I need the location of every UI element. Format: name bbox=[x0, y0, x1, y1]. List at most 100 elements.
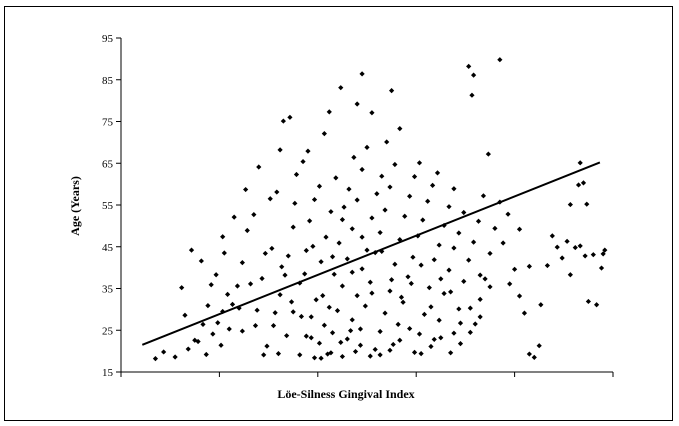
data-point bbox=[331, 271, 337, 277]
data-point bbox=[270, 323, 277, 329]
data-point bbox=[425, 198, 431, 204]
data-point bbox=[590, 252, 596, 258]
data-point bbox=[369, 110, 375, 116]
data-point bbox=[477, 314, 483, 320]
data-point bbox=[318, 355, 324, 361]
data-point bbox=[302, 271, 308, 277]
data-point bbox=[451, 186, 457, 192]
data-point bbox=[382, 310, 388, 316]
data-point bbox=[321, 322, 327, 328]
data-point bbox=[577, 160, 583, 166]
x-axis-title: Löe-Silness Gingival Index bbox=[277, 387, 414, 401]
data-point bbox=[436, 317, 442, 323]
data-point bbox=[600, 251, 606, 257]
y-tick-label: 35 bbox=[102, 284, 114, 296]
data-point bbox=[172, 354, 178, 360]
data-point bbox=[329, 254, 336, 260]
data-point bbox=[300, 158, 306, 165]
data-point bbox=[152, 356, 159, 362]
data-point bbox=[400, 299, 406, 305]
data-point bbox=[405, 274, 411, 280]
data-point bbox=[364, 247, 370, 253]
data-point bbox=[357, 342, 364, 348]
data-point bbox=[185, 346, 191, 352]
data-point bbox=[320, 292, 326, 299]
data-point bbox=[457, 341, 464, 347]
data-point bbox=[213, 272, 219, 278]
data-point bbox=[357, 326, 364, 332]
data-point bbox=[389, 88, 395, 94]
data-point bbox=[461, 278, 467, 285]
data-point bbox=[287, 114, 293, 120]
data-point bbox=[316, 183, 323, 189]
data-point bbox=[352, 348, 359, 355]
data-point bbox=[582, 253, 588, 259]
data-point bbox=[418, 351, 424, 357]
data-point bbox=[328, 209, 334, 215]
data-point bbox=[469, 92, 475, 98]
data-point bbox=[339, 353, 345, 360]
data-point bbox=[411, 349, 418, 355]
data-point bbox=[215, 320, 221, 326]
data-point bbox=[431, 257, 437, 263]
data-point bbox=[247, 281, 254, 287]
data-point bbox=[475, 218, 482, 224]
data-point bbox=[408, 280, 414, 287]
data-point bbox=[426, 285, 432, 291]
data-point bbox=[349, 269, 355, 275]
data-point bbox=[567, 272, 573, 278]
data-point bbox=[280, 118, 286, 124]
data-point bbox=[477, 296, 483, 302]
data-point bbox=[285, 253, 291, 259]
data-point bbox=[267, 196, 273, 202]
data-point bbox=[451, 245, 457, 251]
data-point bbox=[210, 331, 216, 337]
data-point bbox=[297, 352, 303, 358]
data-point bbox=[377, 328, 383, 335]
data-point bbox=[277, 292, 283, 298]
data-point bbox=[293, 171, 300, 178]
data-point bbox=[410, 254, 416, 260]
data-point bbox=[521, 310, 528, 316]
data-point bbox=[225, 291, 231, 297]
y-tick-label: 45 bbox=[102, 242, 114, 254]
data-point bbox=[303, 333, 309, 339]
data-point bbox=[402, 213, 408, 219]
data-point bbox=[338, 85, 344, 91]
data-point bbox=[239, 328, 245, 334]
y-tick-label: 75 bbox=[102, 117, 114, 129]
data-point bbox=[428, 304, 434, 310]
data-point bbox=[572, 244, 578, 251]
data-point bbox=[407, 193, 413, 199]
data-point bbox=[274, 189, 280, 195]
data-point bbox=[374, 191, 380, 197]
data-point bbox=[536, 343, 542, 349]
data-point bbox=[318, 259, 324, 265]
data-point bbox=[431, 336, 437, 343]
data-point bbox=[339, 283, 345, 289]
data-point bbox=[418, 262, 424, 268]
data-point bbox=[243, 186, 249, 193]
data-point bbox=[334, 308, 341, 314]
data-point bbox=[554, 244, 560, 250]
data-points bbox=[152, 57, 608, 362]
data-point bbox=[261, 352, 267, 358]
data-point bbox=[354, 197, 360, 203]
data-point bbox=[485, 151, 491, 157]
data-point bbox=[349, 226, 355, 232]
data-point bbox=[336, 240, 342, 246]
data-point bbox=[344, 256, 350, 262]
data-point bbox=[438, 335, 444, 341]
data-point bbox=[205, 303, 211, 309]
data-point bbox=[466, 257, 472, 263]
data-point bbox=[308, 314, 314, 320]
data-point bbox=[313, 297, 319, 303]
data-point bbox=[339, 217, 345, 223]
data-point bbox=[598, 265, 605, 271]
data-point bbox=[377, 352, 383, 358]
data-point bbox=[161, 349, 167, 355]
data-point bbox=[531, 354, 537, 360]
data-point bbox=[348, 328, 354, 334]
data-point bbox=[436, 242, 442, 248]
data-point bbox=[507, 281, 513, 287]
